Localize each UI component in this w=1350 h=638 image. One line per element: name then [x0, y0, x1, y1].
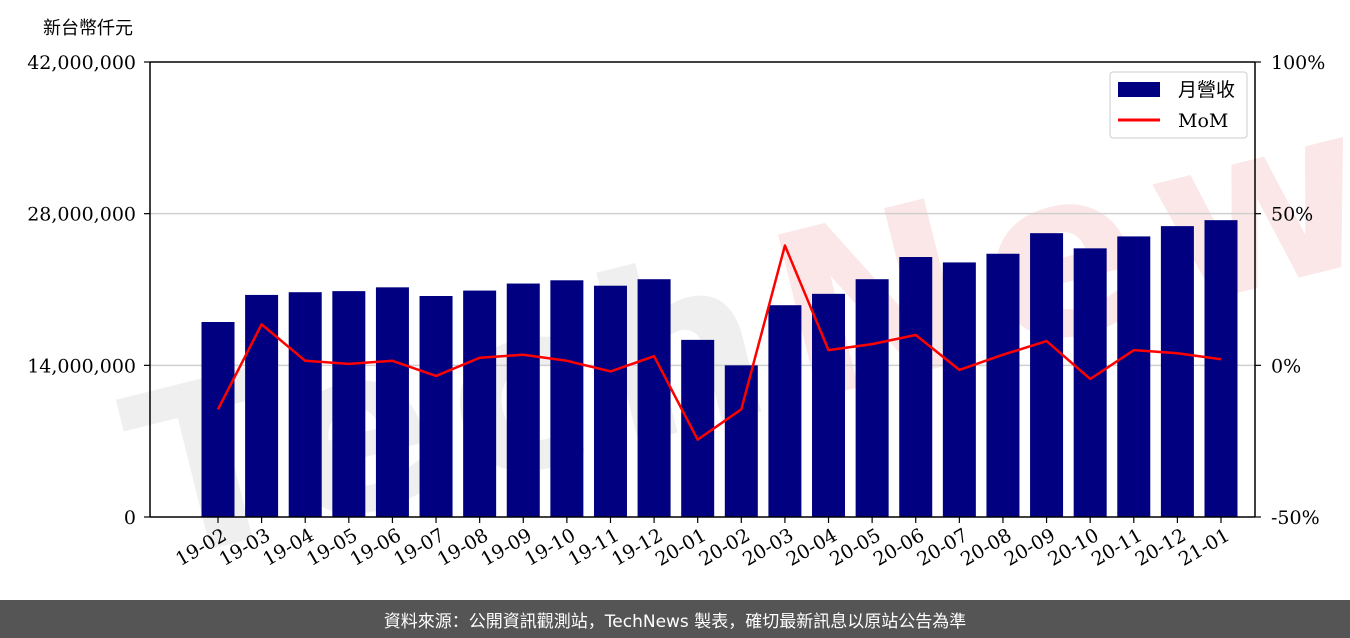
left-tick-label: 28,000,000 — [27, 204, 136, 226]
bar-20-08 — [986, 253, 1020, 517]
bar-19-04 — [288, 292, 322, 517]
bar-19-09 — [506, 283, 540, 517]
legend-swatch-bar — [1118, 82, 1160, 97]
bar-20-12 — [1160, 226, 1194, 517]
bar-19-05 — [332, 291, 366, 517]
bar-20-11 — [1117, 236, 1151, 517]
bar-20-10 — [1073, 248, 1107, 518]
chart-area: TechNews 0 14,000,000 28,000,000 42,000,000… — [27, 9, 1350, 617]
bar-20-06 — [899, 257, 933, 517]
bar-20-02 — [724, 365, 758, 517]
bar-20-03 — [768, 305, 802, 517]
bar-19-08 — [463, 290, 497, 517]
left-tick-label: 42,000,000 — [27, 52, 136, 74]
bar-19-10 — [550, 280, 584, 517]
bar-19-11 — [593, 285, 627, 517]
bar-19-06 — [375, 287, 409, 517]
bar-19-12 — [637, 279, 671, 517]
bar-20-05 — [855, 279, 889, 517]
bar-20-04 — [812, 293, 846, 517]
bar-19-07 — [419, 296, 453, 517]
legend-label-revenue: 月營收 — [1178, 79, 1235, 101]
bar-20-07 — [942, 262, 976, 517]
y-axis-unit-label: 新台幣仟元 — [43, 18, 133, 39]
mom-line — [216, 244, 1222, 441]
legend-label-mom: MoM — [1178, 110, 1228, 132]
bar-19-02 — [201, 322, 235, 517]
right-tick-label: -50% — [1271, 507, 1320, 529]
left-tick-label: 0 — [124, 507, 136, 529]
right-tick-label: 50% — [1271, 204, 1313, 226]
revenue-chart: 0 14,000,000 28,000,000 42,000,000 -50% 0% 50%… — [27, 18, 1325, 571]
source-footer: 資料來源：公開資訊觀測站，TechNews 製表，確切最新訊息以原站公告為準 — [0, 600, 1350, 638]
footer-text: 資料來源：公開資訊觀測站，TechNews 製表，確切最新訊息以原站公告為準 — [383, 611, 967, 632]
bar-19-03 — [245, 294, 279, 517]
bar-21-01 — [1204, 220, 1238, 517]
left-tick-label: 14,000,000 — [27, 355, 136, 377]
right-tick-label: 100% — [1271, 52, 1325, 74]
bar-20-01 — [681, 339, 715, 517]
x-tick-label: 21-01 — [1175, 524, 1233, 570]
right-tick-label: 0% — [1271, 355, 1301, 377]
bar-20-09 — [1030, 233, 1064, 517]
